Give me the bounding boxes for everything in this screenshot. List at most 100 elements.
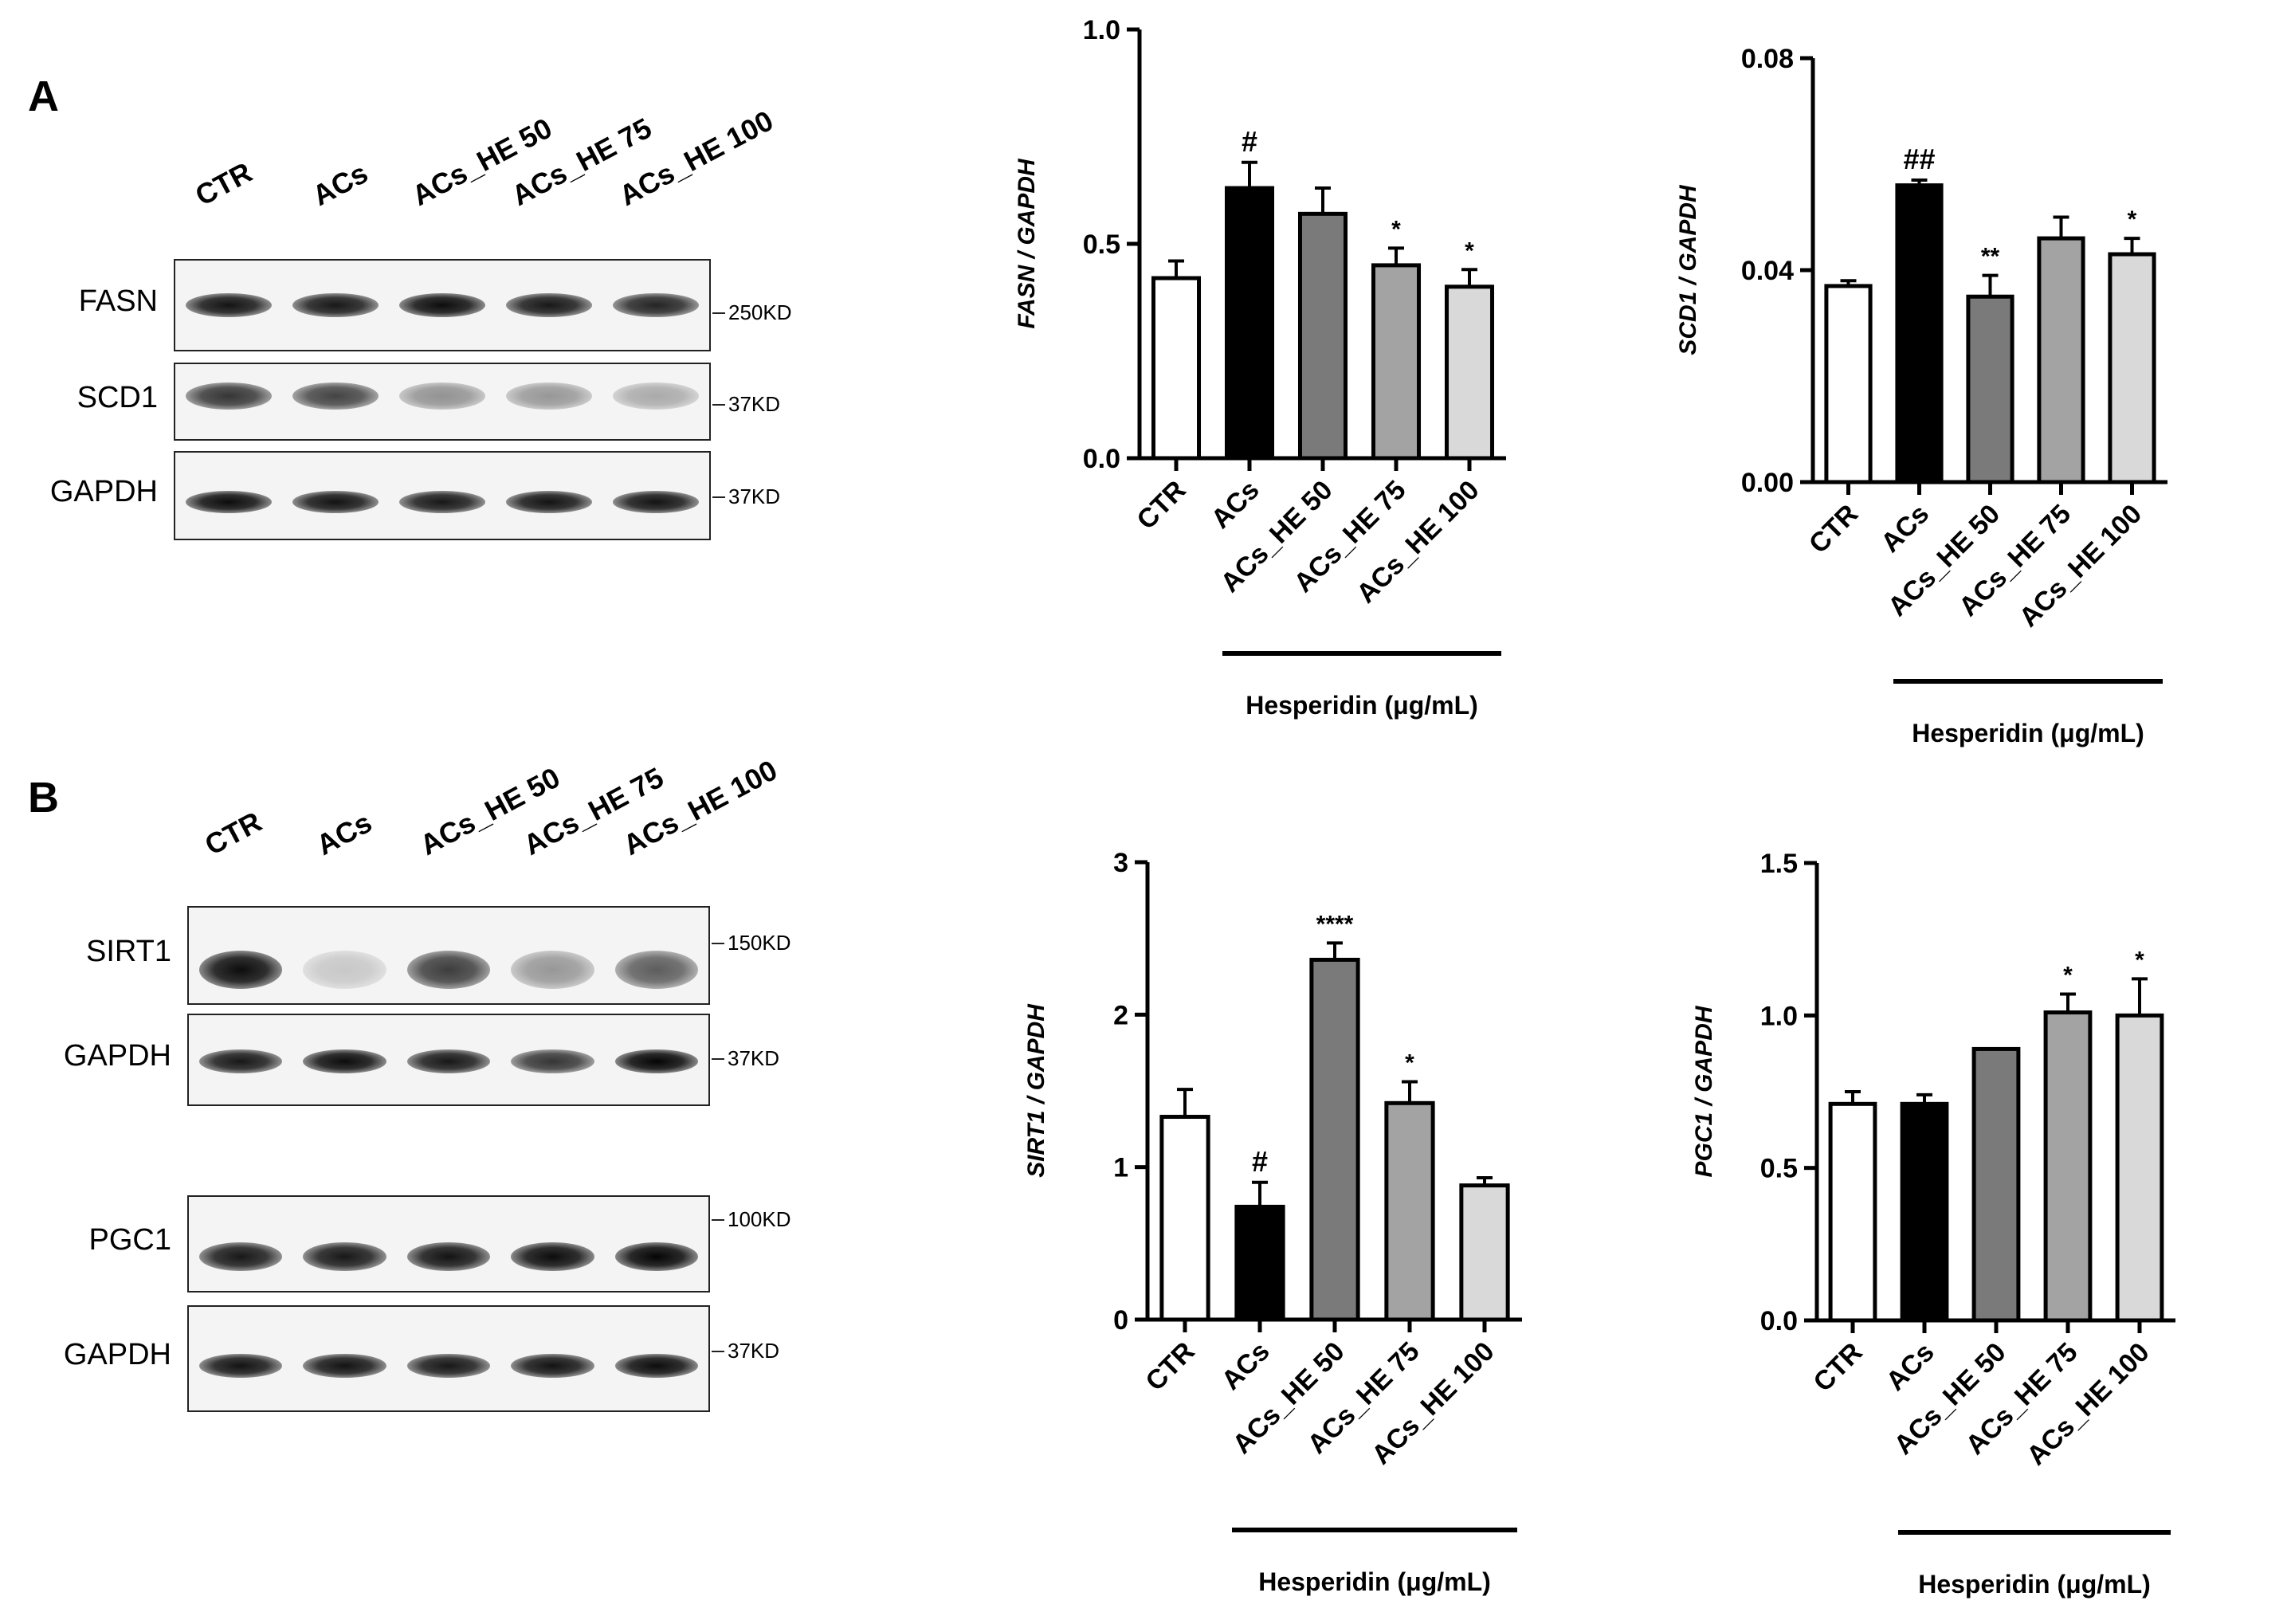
hesperidin-group-label: Hesperidin (μg/mL) — [1258, 1567, 1491, 1596]
x-tick-label-acs: ACs — [1206, 475, 1265, 535]
band-scd1-lane-4 — [506, 382, 592, 410]
mw-tick — [712, 1058, 724, 1060]
mw-tick — [712, 1219, 724, 1221]
mw-tick — [712, 1351, 724, 1352]
significance-acs-he-75: * — [1405, 1050, 1414, 1077]
bar-acs-he-75 — [1384, 1100, 1435, 1322]
band-sirt1-lane-1 — [199, 951, 283, 989]
x-tick-label-acs: ACs — [1875, 499, 1935, 559]
band-gapdh-lane-5 — [614, 1049, 698, 1073]
x-tick-label-ctr: CTR — [1807, 1337, 1868, 1398]
bar-acs — [1895, 183, 1944, 484]
mw-label-37kd: 37KD — [728, 484, 781, 508]
band-pgc1-lane-5 — [614, 1242, 698, 1271]
y-tick-label: 3 — [1113, 848, 1128, 878]
significance-acs-he-75: * — [1391, 216, 1401, 242]
mw-tick — [712, 312, 725, 314]
bar-acs-he-50 — [1309, 957, 1360, 1322]
blot-pgc1-2 — [187, 1195, 710, 1293]
band-sirt1-lane-2 — [303, 951, 386, 989]
bar-acs-he-50 — [1966, 294, 2014, 484]
band-pgc1-lane-1 — [199, 1242, 283, 1271]
band-gapdh-lane-3 — [399, 491, 485, 513]
band-gapdh-lane-1 — [199, 1354, 283, 1378]
x-tick-label-acs: ACs — [1216, 1336, 1276, 1396]
x-tick-label-ctr: CTR — [1131, 475, 1191, 535]
band-gapdh-lane-5 — [613, 491, 699, 513]
band-pgc1-lane-3 — [406, 1242, 491, 1271]
band-sirt1-lane-5 — [614, 951, 698, 989]
y-tick-label: 1.0 — [1760, 1001, 1798, 1031]
protein-label-pgc1: PGC1 — [88, 1223, 171, 1257]
bar-ctr — [1828, 1101, 1877, 1323]
blot-fasn-0 — [174, 259, 711, 351]
bar-acs — [1224, 186, 1275, 461]
mw-tick — [712, 404, 725, 406]
protein-label-scd1: SCD1 — [76, 381, 158, 414]
band-scd1-lane-3 — [399, 382, 485, 410]
band-sirt1-lane-3 — [406, 951, 491, 989]
lane-label-acs: ACs — [311, 806, 378, 862]
bar-acs-he-100 — [1459, 1183, 1510, 1322]
y-tick-label: 0.00 — [1741, 468, 1794, 498]
bar-acs-he-100 — [1444, 284, 1495, 461]
band-pgc1-lane-2 — [303, 1242, 386, 1271]
y-tick-label: 2 — [1113, 1000, 1128, 1030]
bar-ctr — [1824, 284, 1873, 484]
band-gapdh-lane-3 — [406, 1354, 491, 1378]
band-gapdh-lane-1 — [186, 491, 272, 513]
bar-acs — [1234, 1204, 1285, 1322]
protein-label-fasn: FASN — [78, 284, 158, 318]
panel-letter-a: A — [28, 73, 59, 120]
significance-acs-he-75: * — [2063, 963, 2073, 989]
bar-acs-he-75 — [1371, 263, 1422, 461]
blot-gapdh-2 — [174, 451, 711, 540]
protein-label-sirt1: SIRT1 — [85, 935, 171, 968]
scd1-bar-chart: 0.00 0.04 0.08 SCD1 / GAPDH CTR ## ACs ** ACs_HE… — [1675, 44, 2167, 747]
x-tick-label-acs-he-100: ACs_HE 100 — [2014, 499, 2148, 634]
x-tick-label-acs: ACs — [1881, 1337, 1940, 1397]
bar-acs — [1900, 1101, 1949, 1323]
significance-acs-he-50: **** — [1316, 911, 1354, 937]
band-scd1-lane-5 — [613, 382, 699, 410]
y-tick-label: 0.0 — [1760, 1306, 1798, 1336]
x-tick-label-ctr: CTR — [1140, 1336, 1200, 1397]
significance-acs: # — [1252, 1145, 1268, 1178]
significance-acs: # — [1242, 125, 1257, 158]
band-gapdh-lane-4 — [506, 491, 592, 513]
y-tick-label: 0.5 — [1083, 229, 1120, 260]
y-tick-label: 1.0 — [1083, 15, 1120, 45]
blot-gapdh-3 — [187, 1305, 710, 1412]
mw-label-150kd: 150KD — [728, 931, 791, 955]
band-sirt1-lane-4 — [511, 951, 594, 989]
band-fasn-lane-1 — [186, 293, 272, 317]
mw-label-37kd: 37KD — [728, 392, 781, 416]
band-scd1-lane-2 — [292, 382, 379, 410]
significance-acs-he-100: * — [1465, 237, 1474, 264]
y-axis-label: SIRT1 / GAPDH — [1023, 1003, 1049, 1178]
bar-ctr — [1159, 1115, 1210, 1322]
band-fasn-lane-5 — [613, 293, 699, 317]
band-gapdh-lane-4 — [511, 1354, 594, 1378]
significance-acs: ## — [1903, 143, 1935, 175]
bar-acs-he-75 — [2043, 1010, 2093, 1323]
y-tick-label: 0 — [1113, 1305, 1128, 1336]
band-gapdh-lane-3 — [406, 1049, 491, 1073]
band-pgc1-lane-4 — [511, 1242, 594, 1271]
significance-acs-he-50: ** — [1981, 244, 2000, 270]
protein-label-gapdh: GAPDH — [49, 475, 158, 508]
band-gapdh-lane-2 — [303, 1354, 386, 1378]
significance-acs-he-100: * — [2128, 206, 2137, 233]
band-fasn-lane-3 — [399, 293, 485, 317]
x-tick-label-ctr: CTR — [1803, 499, 1864, 559]
lane-label-ctr: CTR — [199, 805, 267, 862]
bar-acs-he-50 — [1297, 211, 1348, 461]
mw-label-250kd: 250KD — [728, 300, 792, 324]
significance-acs-he-100: * — [2135, 947, 2144, 973]
y-tick-label: 1.5 — [1760, 849, 1798, 879]
y-axis-label: PGC1 / GAPDH — [1691, 1005, 1717, 1177]
y-axis-label: FASN / GAPDH — [1014, 158, 1040, 329]
y-axis-label: SCD1 / GAPDH — [1675, 184, 1701, 355]
